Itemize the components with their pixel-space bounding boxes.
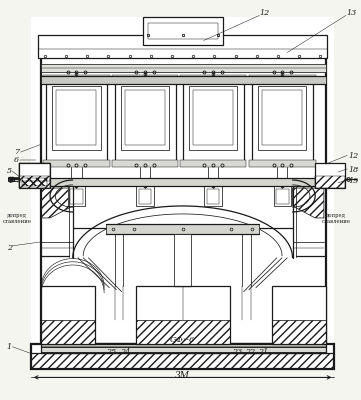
Bar [68,186,85,206]
Text: 18: 18 [348,166,358,174]
Bar [262,90,302,145]
Bar [139,189,151,204]
Bar [315,176,345,188]
Text: GФ›-6: GФ›-6 [170,336,195,344]
Text: 23: 23 [231,348,242,356]
Bar [42,344,326,354]
Bar [42,64,326,72]
Text: 25: 25 [106,348,116,356]
Bar [180,75,247,82]
Bar [148,23,218,38]
Bar [42,178,326,186]
Bar [42,344,326,354]
Bar [183,76,244,162]
Text: 24: 24 [120,348,130,356]
Text: 3М: 3М [175,371,190,380]
Bar [56,90,96,145]
Bar [271,320,326,344]
Text: 21: 21 [258,348,268,356]
Text: 12: 12 [259,10,270,18]
Bar [274,186,291,206]
Bar [135,320,230,344]
Bar [31,354,334,370]
Bar [52,86,101,150]
Bar [38,34,327,58]
Bar [143,18,223,44]
Bar [106,224,259,234]
Bar [189,86,238,150]
Bar [42,286,95,344]
Bar [276,189,288,204]
Text: 12: 12 [348,152,358,160]
Bar [42,320,95,344]
Text: 2: 2 [6,244,12,252]
Bar [249,160,316,167]
Text: 1: 1 [6,344,12,352]
Bar [19,163,50,181]
Bar [43,75,110,82]
Bar [258,86,306,150]
Bar [19,176,50,188]
Bar [31,17,334,370]
Bar [204,186,222,206]
Text: допред
ставление: допред ставление [3,213,31,224]
Bar [125,90,165,145]
Bar [121,86,169,150]
Bar [271,286,326,344]
Text: 19: 19 [348,177,358,185]
Text: 5: 5 [6,167,12,175]
Text: 13: 13 [347,10,357,18]
Bar [42,76,326,84]
Bar [22,178,47,186]
Text: допред
ставление: допред ставление [322,213,351,224]
Bar [112,75,178,82]
Bar [207,189,219,204]
Text: 6: 6 [14,156,19,164]
Bar [70,189,83,204]
Bar [180,160,247,167]
Bar [112,160,178,167]
Bar [114,76,176,162]
Bar [136,186,154,206]
Bar [252,76,313,162]
Bar [315,163,345,188]
Bar [46,76,107,162]
Bar [19,163,50,188]
Bar [135,286,230,344]
Bar [193,90,233,145]
Text: 22: 22 [245,348,256,356]
Bar [42,56,326,344]
Bar [31,344,334,370]
Text: 7: 7 [14,148,19,156]
Bar [43,160,110,167]
Bar [249,75,316,82]
Bar [174,234,191,286]
Text: 4: 4 [6,177,12,185]
